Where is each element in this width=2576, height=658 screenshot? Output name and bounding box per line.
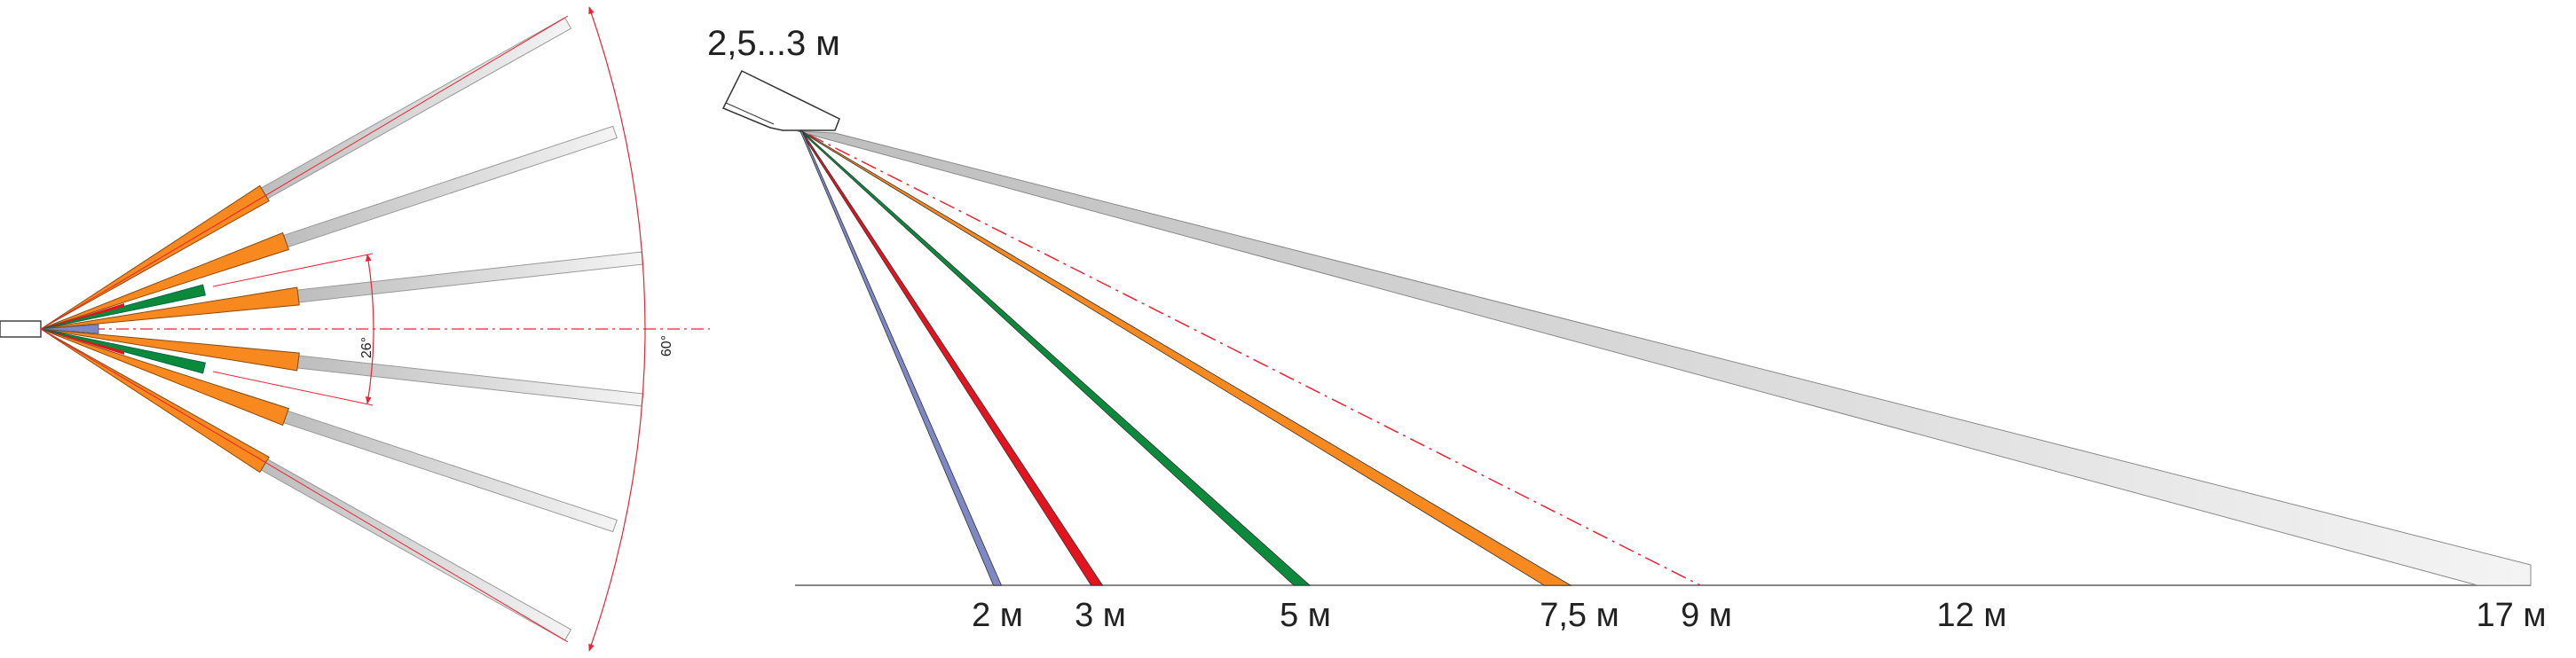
creep-zone-beam: [40, 324, 99, 334]
distance-label-5m: 5 м: [1280, 597, 1331, 634]
distance-label-12m: 12 м: [1937, 597, 2007, 634]
mid-zone-beam: [40, 328, 290, 427]
angle-26-arc: [365, 254, 374, 404]
sensor-side-icon: [721, 69, 840, 131]
mid-zone-beam: [40, 184, 270, 330]
close-zone-beam: [41, 329, 124, 355]
angle-60-label: 60°: [659, 335, 674, 356]
far-zone-beam: [296, 355, 644, 407]
side-view-profile: [721, 69, 2532, 586]
mid-zone-beam: [40, 286, 300, 330]
far-zone-beam: [260, 458, 572, 641]
zone-edge-line: [40, 328, 569, 643]
distance-label-7-5m: 7,5 м: [1540, 597, 1619, 634]
sensor-top-icon: [0, 320, 42, 338]
mid-zone-beam: [40, 328, 300, 372]
zone-2m-beam: [800, 130, 1003, 586]
top-view-fan: [0, 6, 710, 652]
angle-26-label: 26°: [359, 337, 374, 358]
far-zone-beam: [283, 125, 618, 248]
zone-9m-line: [808, 134, 1701, 586]
mid-zone-beam: [40, 328, 270, 474]
zone-7-5m-beam: [799, 130, 1572, 586]
distance-label-3m: 3 м: [1075, 597, 1126, 634]
distance-label-9m: 9 м: [1681, 597, 1732, 634]
angle-60-arc: [588, 6, 646, 652]
far-zone-beam: [260, 17, 572, 200]
mount-height-label: 2,5...3 м: [707, 24, 840, 63]
dimension-extension-line: [212, 253, 374, 287]
far-zone-beam: [296, 251, 644, 303]
far-zone-beam-17m: [797, 130, 2532, 586]
distance-label-2m: 2 м: [972, 597, 1023, 634]
distance-label-17m: 17 м: [2477, 597, 2547, 634]
sensor-side-detail: [725, 102, 775, 125]
far-zone-beam: [283, 410, 618, 533]
mid-zone-beam: [40, 231, 290, 330]
close-zone-beam: [41, 303, 124, 329]
zone-edge-line: [40, 15, 569, 330]
dimension-extension-line: [212, 371, 374, 406]
